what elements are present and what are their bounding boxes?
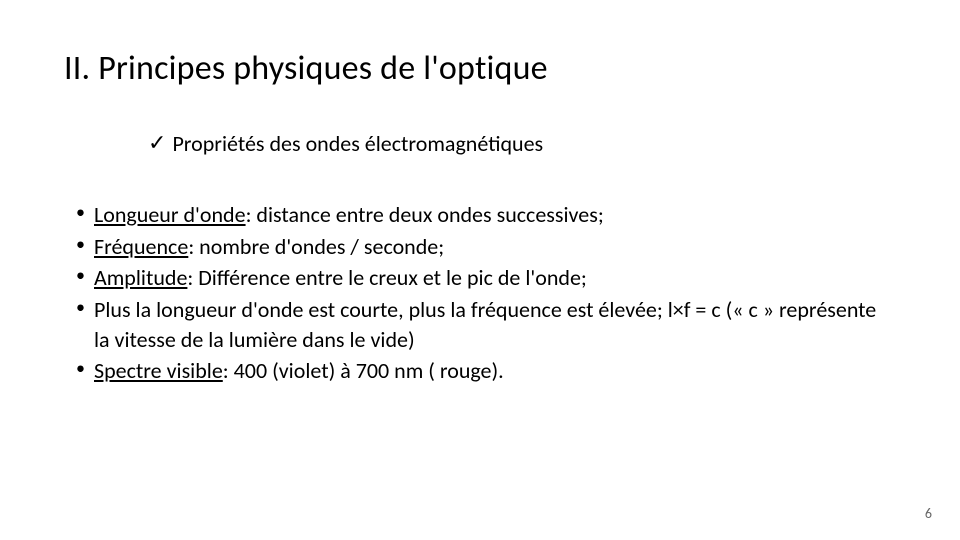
bullet-list: Longueur d'onde: distance entre deux ond… — [72, 200, 892, 388]
list-item: Plus la longueur d'onde est courte, plus… — [72, 295, 892, 354]
bullet-term: Spectre visible — [94, 357, 223, 384]
check-icon: ✓ — [148, 130, 166, 156]
bullet-rest: : 400 (violet) à 700 nm ( rouge). — [223, 357, 504, 384]
page-number: 6 — [925, 505, 932, 522]
list-item: Amplitude: Différence entre le creux et … — [72, 263, 892, 293]
bullet-rest: : distance entre deux ondes successives; — [246, 201, 604, 228]
bullet-text: Plus la longueur d'onde est courte, plus… — [94, 296, 876, 353]
list-item: Spectre visible: 400 (violet) à 700 nm (… — [72, 356, 892, 386]
slide-subtitle: Propriétés des ondes électromagnétiques — [172, 130, 543, 157]
bullet-rest: : Différence entre le creux et le pic de… — [187, 264, 586, 291]
list-item: Longueur d'onde: distance entre deux ond… — [72, 200, 892, 230]
bullet-term: Longueur d'onde — [94, 201, 246, 228]
list-item: Fréquence: nombre d'ondes / seconde; — [72, 232, 892, 262]
bullet-term: Fréquence — [94, 233, 188, 260]
bullet-rest: : nombre d'ondes / seconde; — [188, 233, 444, 260]
bullet-term: Amplitude — [94, 264, 187, 291]
subtitle-row: ✓ Propriétés des ondes électromagnétique… — [148, 130, 543, 157]
slide-title: II. Principes physiques de l'optique — [64, 48, 548, 89]
